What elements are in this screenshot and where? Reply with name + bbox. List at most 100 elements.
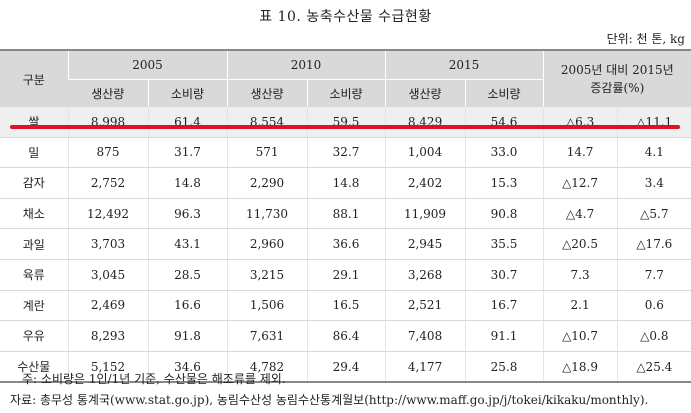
table-cell: △12.7 bbox=[542, 167, 618, 199]
table-row: 우유 8,293 91.8 7,631 86.4 7,408 91.1 △10.7 △0.8 bbox=[0, 320, 691, 352]
row-label: 쌀 bbox=[0, 107, 68, 138]
table-row: 육류 3,045 28.5 3,215 29.1 3,268 30.7 7.3 7.7 bbox=[0, 259, 691, 291]
table-cell: 7.3 bbox=[542, 259, 618, 291]
table-cell: 7,408 bbox=[384, 320, 466, 352]
table-row: 과일 3,703 43.1 2,960 36.6 2,945 35.5 △20.5 △17.6 bbox=[0, 228, 691, 260]
table-cell: 571 bbox=[226, 137, 308, 169]
year-header-2010: 2010 bbox=[226, 49, 386, 80]
table-cell: 8,293 bbox=[67, 320, 148, 352]
table-cell: 0.6 bbox=[616, 290, 691, 322]
table-cell: 3,215 bbox=[226, 259, 308, 291]
table-cell: △0.8 bbox=[616, 320, 691, 352]
highlight-underline bbox=[10, 125, 680, 129]
table-cell: 59.5 bbox=[306, 107, 386, 138]
row-label: 과일 bbox=[0, 228, 68, 260]
table-cell: 2,945 bbox=[384, 228, 466, 260]
table-cell: 36.6 bbox=[306, 228, 386, 260]
year-header-2015: 2015 bbox=[384, 49, 544, 80]
unit-label: 단위: 천 톤, kg bbox=[606, 32, 685, 46]
row-label: 우유 bbox=[0, 320, 68, 352]
table-cell: △17.6 bbox=[616, 228, 691, 260]
table-cell: 8,554 bbox=[226, 107, 308, 138]
row-label: 수산물 bbox=[0, 351, 68, 384]
table-cell: 16.6 bbox=[147, 290, 228, 322]
table-cell: 3,045 bbox=[67, 259, 148, 291]
table-cell: 91.1 bbox=[464, 320, 544, 352]
table-cell: 54.6 bbox=[464, 107, 544, 138]
table-row: 감자 2,752 14.8 2,290 14.8 2,402 15.3 △12.7 3.4 bbox=[0, 167, 691, 199]
table-cell: 7.7 bbox=[616, 259, 691, 291]
table-cell: 31.7 bbox=[147, 137, 228, 169]
table-cell: 4,782 bbox=[226, 351, 308, 384]
table-cell: 25.8 bbox=[464, 351, 544, 384]
table-cell: 2,521 bbox=[384, 290, 466, 322]
table-cell: 14.8 bbox=[306, 167, 386, 199]
corner-header: 구분 bbox=[0, 49, 68, 107]
footnote: 주: 소비량은 1인/1년 기준, 수산물은 해조류를 제외. bbox=[22, 372, 286, 386]
subheader-cell: 생산량 bbox=[226, 79, 308, 107]
table-cell: 15.3 bbox=[464, 167, 544, 199]
table-cell: 32.7 bbox=[306, 137, 386, 169]
table-cell: 88.1 bbox=[306, 198, 386, 230]
table-cell: 5,152 bbox=[67, 351, 148, 384]
table-cell: 96.3 bbox=[147, 198, 228, 230]
table-cell: 2,752 bbox=[67, 167, 148, 199]
subheader-cell: 소비량 bbox=[306, 79, 386, 107]
table-cell: 1,004 bbox=[384, 137, 466, 169]
table-cell: 11,909 bbox=[384, 198, 466, 230]
row-label: 육류 bbox=[0, 259, 68, 291]
table-cell: 16.5 bbox=[306, 290, 386, 322]
table-cell: △25.4 bbox=[616, 351, 691, 384]
row-label: 채소 bbox=[0, 198, 68, 230]
table-cell: 90.8 bbox=[464, 198, 544, 230]
subheader-cell: 생산량 bbox=[68, 79, 148, 107]
table-cell: 2,290 bbox=[226, 167, 308, 199]
table-cell: 2,469 bbox=[67, 290, 148, 322]
table-cell: 11,730 bbox=[226, 198, 308, 230]
row-label: 계란 bbox=[0, 290, 68, 322]
table-cell: 3,703 bbox=[67, 228, 148, 260]
table-cell: 34.6 bbox=[147, 351, 228, 384]
table-row: 계란 2,469 16.6 1,506 16.5 2,521 16.7 2.1 0.6 bbox=[0, 290, 691, 322]
table-cell: △18.9 bbox=[542, 351, 618, 384]
table-cell: 8,429 bbox=[384, 107, 466, 138]
table-cell: 61.4 bbox=[147, 107, 228, 138]
table-cell: △11.1 bbox=[616, 107, 691, 138]
table-cell: △4.7 bbox=[542, 198, 618, 230]
table-cell: 4.1 bbox=[616, 137, 691, 169]
table-cell: 33.0 bbox=[464, 137, 544, 169]
table-cell: 14.7 bbox=[542, 137, 618, 169]
table-cell: 2,402 bbox=[384, 167, 466, 199]
table-cell: 30.7 bbox=[464, 259, 544, 291]
source-note: 자료: 총무성 통계국(www.stat.go.jp), 농림수산성 농림수산통… bbox=[10, 393, 649, 407]
change-rate-header: 2005년 대비 2015년 증감률(%) bbox=[542, 49, 691, 107]
table-cell: 29.1 bbox=[306, 259, 386, 291]
table-row: 수산물 5,152 34.6 4,782 29.4 4,177 25.8 △18.9 △25.4 bbox=[0, 351, 691, 384]
table-cell: 3,268 bbox=[384, 259, 466, 291]
row-label: 밀 bbox=[0, 137, 68, 169]
table-cell: 28.5 bbox=[147, 259, 228, 291]
table-cell: 35.5 bbox=[464, 228, 544, 260]
table-cell: 875 bbox=[67, 137, 148, 169]
table-cell: △10.7 bbox=[542, 320, 618, 352]
subheader-cell: 소비량 bbox=[147, 79, 228, 107]
table-cell: △6.3 bbox=[542, 107, 618, 138]
table-cell: 43.1 bbox=[147, 228, 228, 260]
table-cell: 29.4 bbox=[306, 351, 386, 384]
table-row: 채소 12,492 96.3 11,730 88.1 11,909 90.8 △4.7 △5.7 bbox=[0, 198, 691, 230]
table-row: 밀 875 31.7 571 32.7 1,004 33.0 14.7 4.1 bbox=[0, 137, 691, 169]
table-cell: 4,177 bbox=[384, 351, 466, 384]
table-cell: 8,998 bbox=[67, 107, 148, 138]
table-cell: 86.4 bbox=[306, 320, 386, 352]
table-cell: 1,506 bbox=[226, 290, 308, 322]
year-header-2005: 2005 bbox=[67, 49, 228, 80]
subheader-cell: 소비량 bbox=[464, 79, 544, 107]
table-cell: 7,631 bbox=[226, 320, 308, 352]
table-cell: 16.7 bbox=[464, 290, 544, 322]
table-cell: 91.8 bbox=[147, 320, 228, 352]
table-cell: 3.4 bbox=[616, 167, 691, 199]
supply-demand-table: 구분 2005 2010 2015 2005년 대비 2015년 증감률(%) … bbox=[0, 49, 691, 384]
table-cell: △20.5 bbox=[542, 228, 618, 260]
table-title: 표 10. 농축수산물 수급현황 bbox=[259, 9, 432, 25]
table-cell: △5.7 bbox=[616, 198, 691, 230]
